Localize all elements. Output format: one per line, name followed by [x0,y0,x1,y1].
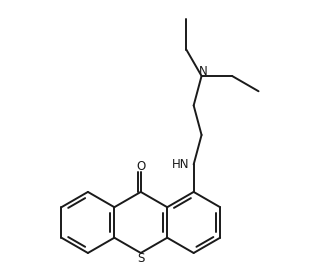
Text: S: S [137,252,144,265]
Text: N: N [199,65,207,78]
Text: HN: HN [172,158,190,171]
Text: O: O [136,160,145,173]
